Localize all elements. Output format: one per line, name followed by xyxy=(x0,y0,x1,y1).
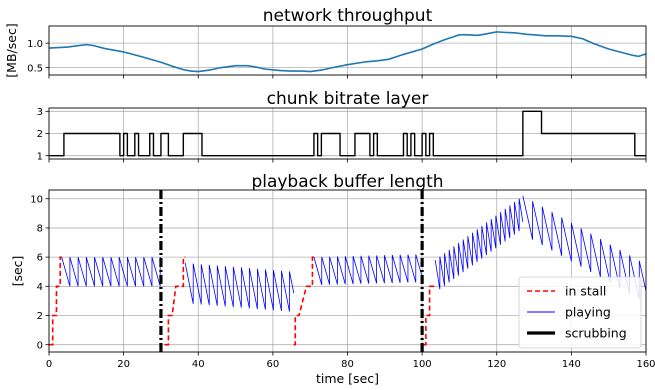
series-line-in-stall xyxy=(423,285,436,346)
throughput-panel: 0.5 1.0 network throughput [MB/sec] xyxy=(4,6,647,79)
y-tick-label: 2 xyxy=(37,129,43,140)
legend-label: playing xyxy=(565,305,611,320)
series-line-playing xyxy=(313,254,423,285)
series-line-in-stall xyxy=(49,256,62,346)
chart-title: network throughput xyxy=(263,6,433,26)
legend-box xyxy=(518,276,642,349)
y-tick-label: 1.0 xyxy=(27,39,43,50)
series-line-playing xyxy=(61,257,162,287)
y-tick-label: 3 xyxy=(37,107,43,118)
x-tick-label: 140 xyxy=(562,359,581,370)
y-tick-label: 6 xyxy=(37,253,43,264)
x-tick-label: 100 xyxy=(413,359,432,370)
plot-area xyxy=(49,190,646,352)
x-tick-label: 0 xyxy=(46,359,52,370)
x-axis-label: time [sec] xyxy=(316,371,379,386)
legend-label: scrubbing xyxy=(565,326,627,341)
chart-title: chunk bitrate layer xyxy=(267,89,429,109)
y-tick-label: 10 xyxy=(30,194,43,205)
x-tick-label: 80 xyxy=(341,359,354,370)
series-line-playing xyxy=(184,262,295,312)
x-tick-label: 160 xyxy=(636,359,655,370)
chart-title: playback buffer length xyxy=(251,172,443,192)
y-tick-label: 4 xyxy=(37,282,43,293)
x-tick-label: 120 xyxy=(487,359,506,370)
x-tick-label: 40 xyxy=(192,359,205,370)
y-tick-label: 0 xyxy=(37,340,43,351)
legend-label: in stall xyxy=(565,284,606,299)
series-line-series-0 xyxy=(49,31,646,73)
y-axis-label: [MB/sec] xyxy=(4,23,19,77)
y-tick-label: 1 xyxy=(37,151,43,162)
series-line-series-0 xyxy=(49,110,646,157)
x-tick-label: 20 xyxy=(117,359,130,370)
y-axis-label: [sec] xyxy=(10,256,25,287)
x-tick-label: 60 xyxy=(267,359,280,370)
plot-area xyxy=(49,31,646,73)
y-tick-label: 0.5 xyxy=(27,63,43,74)
plot-area xyxy=(49,110,646,157)
y-tick-label: 2 xyxy=(37,311,43,322)
series-line-in-stall xyxy=(164,256,186,346)
y-tick-label: 8 xyxy=(37,224,43,235)
bitrate-panel: 1 2 3 chunk bitrate layer xyxy=(37,89,647,163)
series-line-playing xyxy=(434,198,524,290)
series-line-in-stall xyxy=(293,256,314,346)
legend: in stall playing scrubbing xyxy=(518,276,642,349)
